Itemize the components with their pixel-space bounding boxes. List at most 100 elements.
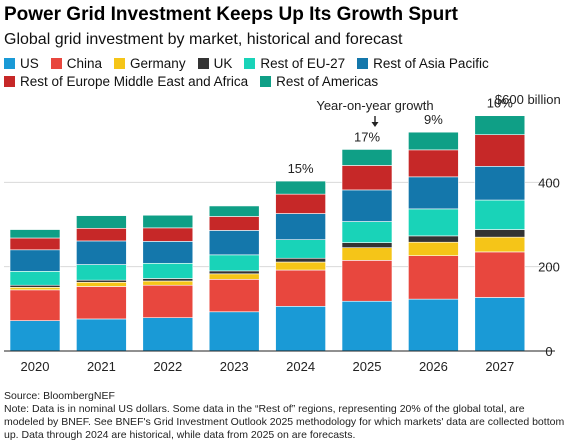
bar-segment — [474, 134, 526, 167]
bar-segment — [275, 239, 326, 259]
bar-segment — [275, 193, 326, 214]
legend-label: US — [20, 56, 39, 71]
bar-segment — [474, 115, 526, 135]
bar-segment — [408, 255, 459, 300]
top-value-label: $600 billion — [495, 92, 561, 107]
bar-segment — [341, 300, 393, 352]
bar-segment — [408, 176, 459, 210]
bar-segment — [208, 205, 260, 217]
bar-segment — [341, 221, 393, 243]
bar-segment — [474, 166, 526, 201]
legend-swatch — [260, 76, 272, 87]
legend-label: UK — [213, 56, 233, 71]
bar-segment — [341, 247, 393, 261]
bar-segment — [9, 287, 61, 291]
bar-segment — [341, 165, 393, 191]
bar-segment — [208, 230, 260, 256]
bar-segment — [474, 297, 526, 352]
legend-label: Rest of Americas — [276, 74, 379, 89]
x-tick-label: 2022 — [153, 359, 182, 374]
y-tick-label: 400 — [538, 175, 560, 190]
bar-segment — [9, 229, 61, 239]
legend-label: Rest of Asia Pacific — [373, 56, 489, 71]
bar-segment — [208, 216, 260, 231]
bar-segment — [208, 279, 260, 313]
growth-label: 15% — [288, 161, 314, 176]
bar-segment — [76, 279, 127, 283]
bar-segment — [208, 273, 260, 280]
bar-segment — [76, 286, 127, 320]
bar-segment — [208, 270, 260, 275]
bar-segment — [474, 236, 526, 253]
bar-segment — [142, 214, 194, 229]
bar-segment — [341, 189, 393, 222]
footer: Source: BloombergNEF Note: Data is in no… — [4, 390, 566, 442]
x-tick-label: 2027 — [485, 359, 514, 374]
bar-segment — [142, 280, 194, 286]
legend-swatch — [50, 58, 62, 69]
bar-segment — [142, 278, 194, 282]
bar-segment — [9, 320, 61, 352]
legend-item: China — [50, 55, 102, 73]
bar-segment — [408, 235, 459, 243]
legend-swatch — [114, 58, 126, 69]
legend-label: Rest of Europe Middle East and Africa — [20, 74, 249, 89]
legend-swatch — [4, 76, 15, 87]
bar-segment — [76, 240, 127, 265]
x-tick-label: 2023 — [220, 359, 249, 374]
legend-item: US — [4, 55, 39, 73]
bar-segment — [9, 249, 61, 272]
bar-segment — [275, 269, 326, 307]
bar-segment — [142, 227, 194, 242]
bar-segment — [76, 227, 127, 242]
bar-segment — [76, 281, 127, 287]
bar-segment — [142, 262, 194, 279]
bar-segment — [9, 271, 61, 286]
source-note: Source: BloombergNEF — [4, 390, 115, 402]
bar-segment — [275, 306, 326, 352]
legend-swatch — [244, 58, 256, 69]
bar-segment — [474, 199, 526, 230]
bar-segment — [9, 289, 61, 321]
growth-label: 10% — [487, 96, 513, 111]
chart-title: Power Grid Investment Keeps Up Its Growt… — [4, 4, 458, 25]
bar-segment — [76, 215, 127, 229]
bar-segment — [474, 229, 526, 238]
bar-segment — [142, 317, 194, 352]
bar-segment — [142, 284, 194, 318]
legend-item: Rest of Americas — [260, 73, 378, 91]
legend-item: Rest of EU-27 — [244, 55, 345, 73]
bar-segment — [408, 131, 459, 151]
bar-segment — [76, 318, 127, 352]
bar-segment — [341, 260, 393, 302]
annotation-arrowhead — [371, 122, 379, 127]
annotation-text: Year-on-year growth — [316, 98, 433, 113]
stacked-bar-chart: 02004002020202120222023202415%202517%202… — [4, 92, 561, 374]
bar-segment — [408, 241, 459, 257]
bar-segment — [275, 257, 326, 263]
x-tick-label: 2025 — [353, 359, 382, 374]
legend-item: Rest of Europe Middle East and Africa — [4, 73, 248, 91]
growth-label: 9% — [424, 112, 443, 127]
chart-subtitle: Global grid investment by market, histor… — [4, 31, 403, 48]
bar-segment — [408, 208, 459, 237]
bar-segment — [275, 261, 326, 271]
legend-label: Germany — [130, 56, 186, 71]
bar-segment — [9, 237, 61, 251]
bar-segment — [142, 241, 194, 264]
bar-segment — [9, 284, 61, 288]
bar-segment — [408, 298, 459, 352]
legend-swatch — [4, 58, 15, 69]
bar-segment — [341, 242, 393, 248]
bar-segment — [474, 251, 526, 298]
legend: US China Germany UK Rest of EU-27 Rest of Asi… — [4, 55, 564, 91]
bar-segment — [208, 254, 260, 272]
bar-segment — [275, 213, 326, 240]
x-tick-label: 2020 — [21, 359, 50, 374]
bar-segment — [408, 149, 459, 178]
bar-segment — [76, 264, 127, 281]
legend-label: Rest of EU-27 — [260, 56, 346, 71]
growth-label: 17% — [354, 129, 380, 144]
legend-swatch — [197, 58, 209, 69]
y-tick-label: 200 — [538, 260, 560, 275]
